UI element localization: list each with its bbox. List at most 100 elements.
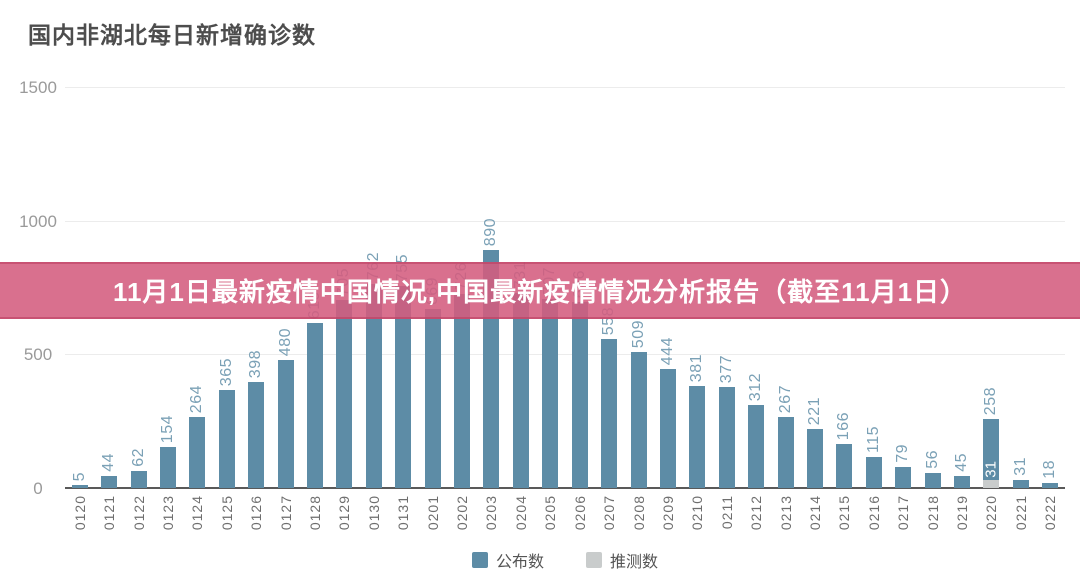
x-axis-label: 0213 (777, 495, 794, 531)
bar-0219 (954, 476, 971, 488)
estimated-value-label: 31 (982, 461, 1000, 478)
x-axis-label: 0207 (601, 495, 618, 531)
bar-column-0131: 755 (389, 68, 418, 488)
bar-0217 (895, 467, 912, 488)
bar-0222 (1042, 483, 1059, 488)
banner-overlay: 11月1日最新疫情中国情况,中国最新疫情情况分析报告（截至11月1日） (0, 262, 1080, 319)
bar-value-label: 365 (217, 357, 235, 386)
x-axis-label-cell: 0217 (889, 495, 918, 540)
bar-value-label: 267 (776, 384, 794, 413)
bar-0202 (454, 294, 471, 488)
bar-column-0220: 258 31 (977, 68, 1006, 488)
bar-0126 (248, 382, 265, 488)
y-gridline (65, 87, 1065, 88)
bar-0212 (748, 405, 765, 488)
bar-column-0204: 731 (506, 68, 535, 488)
bar-column-0208: 509 (624, 68, 653, 488)
bar-0206 (571, 302, 588, 488)
y-axis-tick: 1000 (19, 212, 57, 231)
x-axis-label: 0130 (365, 495, 382, 531)
bar-column-0121: 44 (94, 68, 123, 488)
bar-column-0215: 166 (830, 68, 859, 488)
bar-0124 (189, 417, 206, 488)
x-axis-label: 0120 (71, 495, 88, 531)
bar-0130 (365, 284, 382, 488)
x-axis-label: 0206 (571, 495, 588, 531)
x-axis-label: 0221 (1012, 495, 1029, 531)
chart-title: 国内非湖北每日新增确诊数 (28, 22, 316, 48)
x-axis-label-cell: 0219 (947, 495, 976, 540)
y-gridline (65, 221, 1065, 222)
x-axis-label-cell: 0216 (859, 495, 888, 540)
x-axis-label-cell: 0215 (830, 495, 859, 540)
bar-column-0125: 365 (212, 68, 241, 488)
x-axis-label-cell: 0129 (330, 495, 359, 540)
bar-0125 (218, 390, 235, 488)
x-axis-label-cell: 0125 (212, 495, 241, 540)
x-axis-label: 0201 (424, 495, 441, 531)
x-axis-label-cell: 0208 (624, 495, 653, 540)
x-axis-label: 0222 (1042, 495, 1059, 531)
legend-label: 推测数 (610, 554, 659, 571)
x-axis-label: 0129 (336, 495, 353, 531)
x-axis-label-cell: 0128 (300, 495, 329, 540)
bar-column-0218: 56 (918, 68, 947, 488)
x-axis-label-cell: 0203 (477, 495, 506, 540)
x-axis-label-cell: 0211 (712, 495, 741, 540)
x-axis-label: 0126 (248, 495, 265, 531)
x-axis-label-cell: 0202 (447, 495, 476, 540)
bar-column-0216: 115 (859, 68, 888, 488)
x-axis-label: 0131 (395, 495, 412, 531)
bar-0220: 31 (982, 419, 1000, 488)
bar-0215 (836, 444, 853, 488)
bar-column-0217: 79 (889, 68, 918, 488)
x-axis-label-cell: 0206 (565, 495, 594, 540)
bar-0207 (601, 339, 618, 488)
bar-0123 (159, 447, 176, 488)
bar-0211 (718, 387, 735, 488)
bar-value-label: 18 (1041, 460, 1059, 479)
legend-swatch-icon (471, 552, 488, 568)
bar-value-label: 398 (247, 349, 265, 378)
x-axis-label-cell: 0122 (124, 495, 153, 540)
x-axis-label: 0125 (218, 495, 235, 531)
legend-swatch-icon (586, 552, 602, 568)
x-axis-label: 0208 (630, 495, 647, 531)
x-axis-label-cell: 0213 (771, 495, 800, 540)
bar-0218 (924, 473, 941, 488)
x-axis-label: 0202 (454, 495, 471, 531)
bar-value-label: 444 (658, 336, 676, 365)
y-axis-tick: 1500 (19, 78, 57, 97)
x-axis-label-cell: 0220 (977, 495, 1006, 540)
x-axis-label-cell: 0207 (594, 495, 623, 540)
bar-column-0212: 312 (741, 68, 770, 488)
x-axis-label: 0220 (983, 495, 1000, 531)
bar-value-label: 62 (129, 448, 147, 467)
bar-value-label: 890 (482, 217, 500, 246)
bar-column-0213: 267 (771, 68, 800, 488)
bar-column-0222: 18 (1036, 68, 1065, 488)
x-axis-label-cell: 0221 (1006, 495, 1035, 540)
x-axis-label-cell: 0121 (94, 495, 123, 540)
bar-column-0210: 381 (683, 68, 712, 488)
legend-label: 公布数 (495, 554, 544, 571)
x-axis-label-cell: 0212 (741, 495, 770, 540)
x-axis-line (65, 487, 1065, 489)
bar-value-label: 154 (158, 414, 176, 443)
bar-0205 (542, 299, 559, 488)
x-axis-label-cell: 0201 (418, 495, 447, 540)
x-axis-label-cell: 0130 (359, 495, 388, 540)
bar-column-0129: 705 (330, 68, 359, 488)
y-axis-tick: 500 (23, 345, 53, 364)
bar-value-label: 166 (835, 411, 853, 440)
x-axis-label-cell: 0218 (918, 495, 947, 540)
bar-column-0123: 154 (153, 68, 182, 488)
bar-column-0120: 5 (65, 68, 94, 488)
x-axis-label: 0210 (689, 495, 706, 531)
x-axis-label: 0209 (659, 495, 676, 531)
bar-0209 (659, 369, 676, 488)
x-axis-label-cell: 0222 (1036, 495, 1065, 540)
bar-column-0211: 377 (712, 68, 741, 488)
legend-item: 公布数 (471, 548, 544, 572)
